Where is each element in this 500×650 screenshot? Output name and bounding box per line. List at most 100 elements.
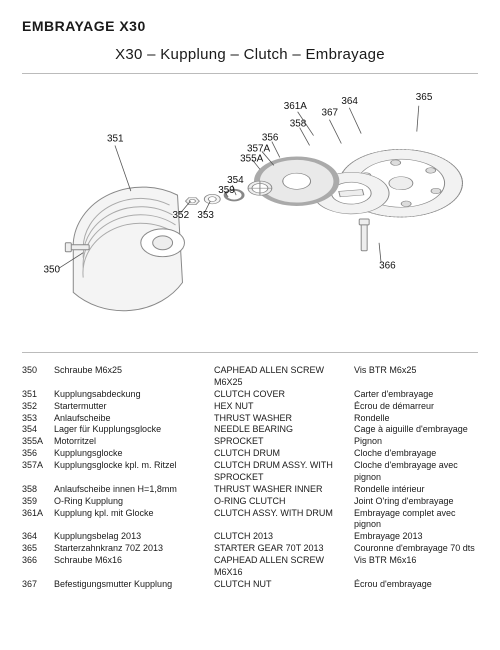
- cell-de: Startermutter: [54, 401, 214, 413]
- cell-fr: Joint O'ring d'embrayage: [354, 496, 478, 508]
- cell-ref: 365: [22, 543, 54, 555]
- exploded-svg: 350351352353354355A356357A358359361A3643…: [22, 74, 478, 352]
- cell-fr: Rondelle intérieur: [354, 484, 478, 496]
- table-row: 361AKupplung kpl. mit GlockeCLUTCH ASSY.…: [22, 508, 478, 532]
- callout-label: 366: [379, 261, 396, 272]
- cell-en: CLUTCH DRUM: [214, 448, 354, 460]
- cell-ref: 355A: [22, 436, 54, 448]
- cell-ref: 352: [22, 401, 54, 413]
- cell-ref: 366: [22, 555, 54, 579]
- page-header: EMBRAYAGE X30: [22, 18, 478, 34]
- callout-label: 352: [173, 210, 190, 221]
- cell-en: THRUST WASHER INNER: [214, 484, 354, 496]
- cell-de: Kupplungsglocke kpl. m. Ritzel: [54, 460, 214, 484]
- table-row: 353AnlaufscheibeTHRUST WASHERRondelle: [22, 413, 478, 425]
- cell-ref: 359: [22, 496, 54, 508]
- cell-en: CLUTCH DRUM ASSY. WITH SPROCKET: [214, 460, 354, 484]
- table-row: 356KupplungsglockeCLUTCH DRUMCloche d'em…: [22, 448, 478, 460]
- cell-fr: Vis BTR M6x25: [354, 365, 478, 389]
- cell-en: CLUTCH COVER: [214, 389, 354, 401]
- cell-fr: Vis BTR M6x16: [354, 555, 478, 579]
- diagram-title: X30 – Kupplung – Clutch – Embrayage: [22, 46, 478, 63]
- cell-de: Starterzahnkranz 70Z 2013: [54, 543, 214, 555]
- callout-label: 365: [416, 92, 433, 103]
- table-row: 365Starterzahnkranz 70Z 2013STARTER GEAR…: [22, 543, 478, 555]
- callout-label: 355A: [240, 153, 264, 164]
- cell-ref: 350: [22, 365, 54, 389]
- callout-label: 361A: [284, 101, 308, 112]
- callout-label: 357A: [247, 143, 271, 154]
- cell-ref: 357A: [22, 460, 54, 484]
- callout-leader: [329, 120, 341, 144]
- cell-en: THRUST WASHER: [214, 413, 354, 425]
- cell-fr: Écrou de démarreur: [354, 401, 478, 413]
- exploded-diagram: 350351352353354355A356357A358359361A3643…: [22, 73, 478, 353]
- cell-ref: 367: [22, 579, 54, 591]
- table-row: 354Lager für KupplungsglockeNEEDLE BEARI…: [22, 424, 478, 436]
- table-row: 351KupplungsabdeckungCLUTCH COVERCarter …: [22, 389, 478, 401]
- cell-ref: 358: [22, 484, 54, 496]
- cell-fr: Pignon: [354, 436, 478, 448]
- table-row: 355AMotorritzelSPROCKETPignon: [22, 436, 478, 448]
- callout-label: 356: [262, 133, 279, 144]
- cell-fr: Carter d'embrayage: [354, 389, 478, 401]
- cell-en: NEEDLE BEARING: [214, 424, 354, 436]
- part-366: [359, 219, 369, 251]
- callout-label: 367: [321, 108, 338, 119]
- table-row: 366Schraube M6x16CAPHEAD ALLEN SCREW M6x…: [22, 555, 478, 579]
- callout-leader: [300, 128, 310, 146]
- table-row: 357AKupplungsglocke kpl. m. RitzelCLUTCH…: [22, 460, 478, 484]
- cell-ref: 364: [22, 531, 54, 543]
- table-row: 358Anlaufscheibe innen H=1,8mmTHRUST WAS…: [22, 484, 478, 496]
- parts-table: 350Schraube M6x25CAPHEAD ALLEN SCREW M6x…: [22, 365, 478, 591]
- table-row: 364Kupplungsbelag 2013CLUTCH 2013Embraya…: [22, 531, 478, 543]
- cell-en: CLUTCH 2013: [214, 531, 354, 543]
- callout-label: 350: [43, 265, 60, 276]
- cell-de: Kupplungsabdeckung: [54, 389, 214, 401]
- cell-de: Schraube M6x25: [54, 365, 214, 389]
- part-352: [185, 198, 199, 205]
- callout-label: 358: [290, 119, 307, 130]
- cell-en: HEX NUT: [214, 401, 354, 413]
- cell-en: CLUTCH ASSY. WITH DRUM: [214, 508, 354, 532]
- cell-en: O-RING CLUTCH: [214, 496, 354, 508]
- cell-en: CAPHEAD ALLEN SCREW M6x25: [214, 365, 354, 389]
- callout-leader: [349, 108, 361, 134]
- part-355a: [248, 181, 272, 195]
- cell-fr: Rondelle: [354, 413, 478, 425]
- cell-fr: Cloche d'embrayage: [354, 448, 478, 460]
- table-row: 350Schraube M6x25CAPHEAD ALLEN SCREW M6x…: [22, 365, 478, 389]
- cell-de: Schraube M6x16: [54, 555, 214, 579]
- cell-ref: 351: [22, 389, 54, 401]
- cell-fr: Écrou d'embrayage: [354, 579, 478, 591]
- table-row: 359O-Ring KupplungO-RING CLUTCHJoint O'r…: [22, 496, 478, 508]
- cell-de: Anlaufscheibe innen H=1,8mm: [54, 484, 214, 496]
- cell-ref: 354: [22, 424, 54, 436]
- callout-label: 351: [107, 134, 124, 145]
- cell-de: Kupplungsbelag 2013: [54, 531, 214, 543]
- cell-ref: 356: [22, 448, 54, 460]
- cell-fr: Cage à aiguille d'embrayage: [354, 424, 478, 436]
- cell-fr: Cloche d'embrayage avec pignon: [354, 460, 478, 484]
- cell-en: CAPHEAD ALLEN SCREW M6x16: [214, 555, 354, 579]
- cell-fr: Embrayage 2013: [354, 531, 478, 543]
- cell-ref: 361A: [22, 508, 54, 532]
- cell-de: Motorritzel: [54, 436, 214, 448]
- table-row: 352StartermutterHEX NUTÉcrou de démarreu…: [22, 401, 478, 413]
- cell-de: Kupplung kpl. mit Glocke: [54, 508, 214, 532]
- cell-de: Befestigungsmutter Kupplung: [54, 579, 214, 591]
- cell-fr: Embrayage complet avec pignon: [354, 508, 478, 532]
- cell-fr: Couronne d'embrayage 70 dts: [354, 543, 478, 555]
- cell-de: O-Ring Kupplung: [54, 496, 214, 508]
- callout-label: 359: [218, 185, 235, 196]
- callout-leader: [115, 145, 131, 191]
- cell-en: STARTER GEAR 70T 2013: [214, 543, 354, 555]
- callout-leader: [417, 106, 419, 132]
- part-351: [73, 187, 184, 311]
- cell-en: CLUTCH NUT: [214, 579, 354, 591]
- table-row: 367Befestigungsmutter KupplungCLUTCH NUT…: [22, 579, 478, 591]
- cell-de: Kupplungsglocke: [54, 448, 214, 460]
- callout-leader: [272, 142, 280, 158]
- cell-ref: 353: [22, 413, 54, 425]
- callout-label: 353: [197, 210, 214, 221]
